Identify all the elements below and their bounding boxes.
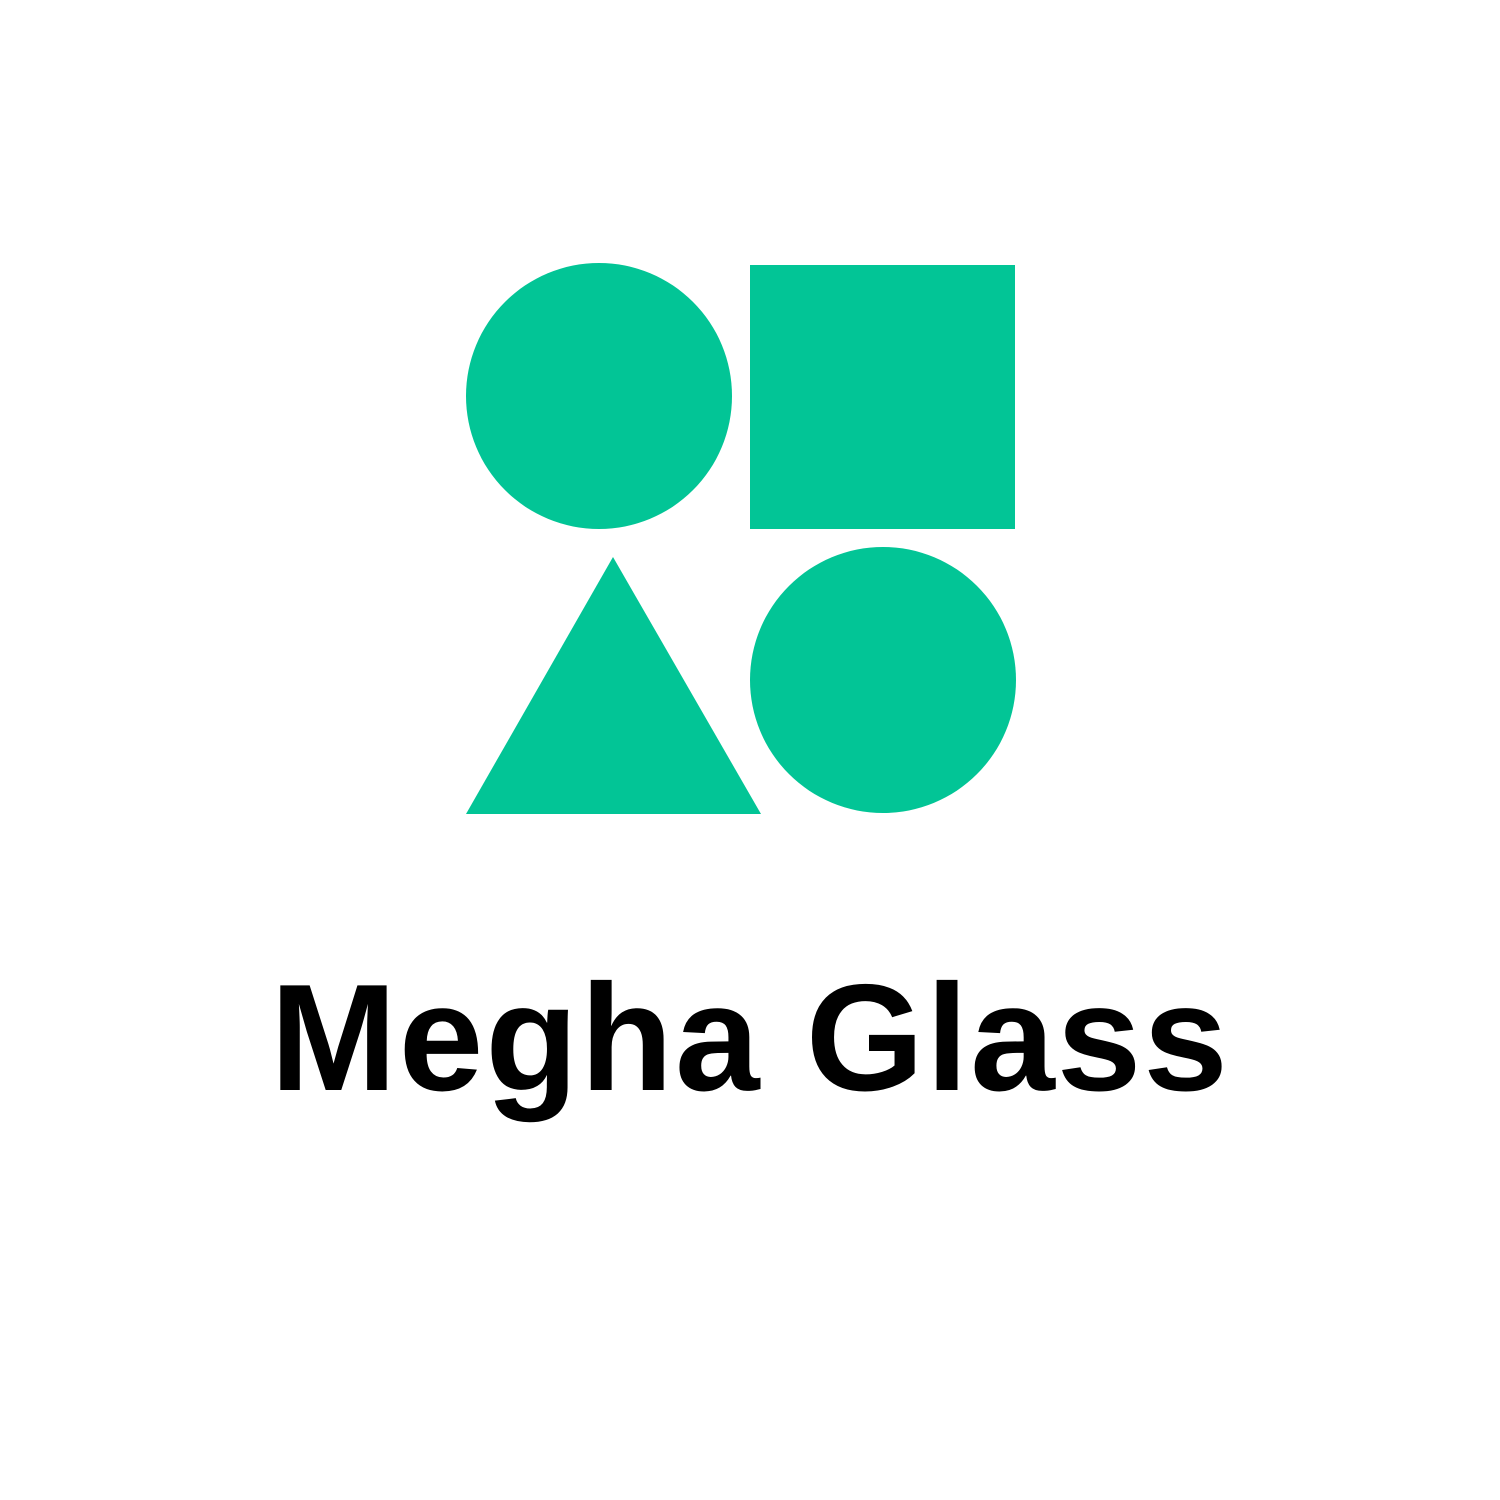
square-icon: [750, 265, 1015, 529]
triangle-icon: [466, 557, 761, 814]
brand-name: Megha Glass: [270, 953, 1230, 1123]
circle-icon: [750, 547, 1016, 813]
circle-icon: [466, 263, 732, 529]
